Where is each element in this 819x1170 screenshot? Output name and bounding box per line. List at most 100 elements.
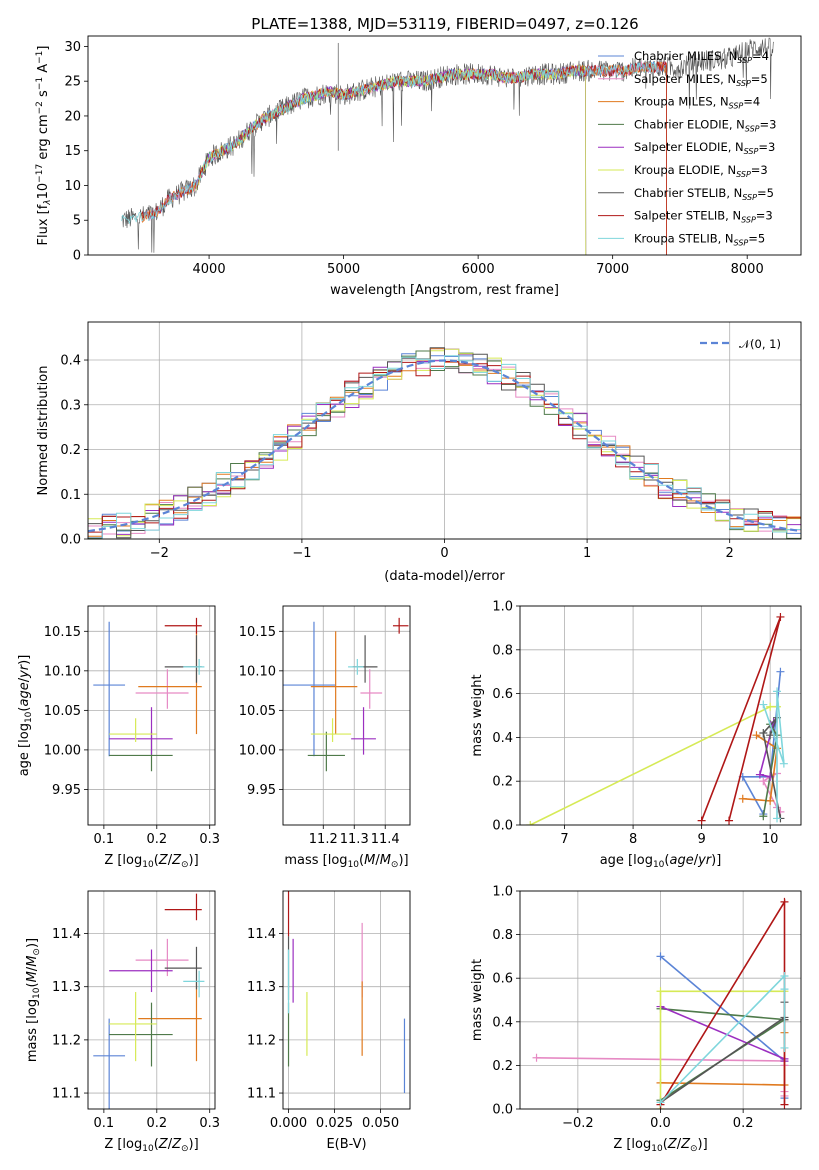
legend-label: Salpeter ELODIE, NSSP=3 (634, 140, 775, 156)
tick-label-y: 30 (64, 40, 81, 55)
axes-frame (519, 605, 802, 826)
tick-label-y: 0.2 (492, 775, 513, 790)
tick-label-y: 10.15 (239, 625, 276, 640)
weight-marker (780, 985, 789, 994)
tick-label-x: 11.2 (309, 832, 338, 847)
tick-label-y: 0.8 (492, 643, 513, 658)
tick-label-x: 6000 (462, 262, 495, 277)
axes-frame (87, 35, 802, 256)
tick-label-y: 0.2 (492, 1059, 513, 1074)
weight-marker (526, 821, 535, 825)
tick-label-y: 10 (64, 179, 81, 194)
weight_vs_age-lines (526, 612, 788, 825)
tick-label-y: 11.1 (247, 1087, 276, 1102)
axis-label-x: mass [log10(M/M⊙)] (284, 853, 408, 870)
tick-label-y: 11.2 (52, 1033, 81, 1048)
spectrum-series-kroupa-miles (141, 61, 667, 255)
weight-marker (766, 702, 775, 711)
tick-label-y: 0.3 (60, 398, 81, 413)
tick-label-y: 0.2 (60, 443, 81, 458)
tick-label-x: 0.2 (146, 1116, 167, 1131)
axis-label-x: Z [log10(Z/Z⊙)] (104, 853, 198, 870)
axis-label-x: E(B-V) (326, 1137, 366, 1152)
tick-label-y: 1.0 (492, 885, 513, 900)
tick-label-y: 0.6 (492, 972, 513, 987)
legend-label: Salpeter MILES, NSSP=5 (634, 72, 768, 88)
tick-label-y: 25 (64, 75, 81, 90)
tick-label-x: 7000 (596, 262, 629, 277)
tick-label-y: 11.1 (52, 1087, 81, 1102)
weight-marker (766, 731, 775, 740)
tick-label-y: 11.3 (52, 980, 81, 995)
mass_vs_Z-errorbars (93, 893, 205, 1109)
tick-label-y: 20 (64, 109, 81, 124)
tick-label-x: 0 (440, 546, 448, 561)
tick-label-x: 11.4 (371, 832, 400, 847)
tick-label-y: 1.0 (492, 600, 513, 615)
tick-label-y: 10.05 (44, 704, 81, 719)
axis-label-x: Z [log10(Z/Z⊙)] (104, 1137, 198, 1154)
tick-label-y: 11.4 (247, 927, 276, 942)
tick-label-x: 0.0 (650, 1116, 671, 1131)
axes-frame (87, 605, 216, 826)
histogram-chabrier-stelib (88, 347, 801, 539)
tick-label-x: 0.000 (270, 1116, 307, 1131)
weight_vs_Z-lines (532, 897, 789, 1109)
tick-label-x: 0.1 (94, 1116, 115, 1131)
weight-line (660, 1007, 787, 1101)
legend-label: Kroupa MILES, NSSP=4 (634, 95, 760, 111)
weight-marker (773, 687, 782, 696)
axis-label-y: Flux [fλ10−17 erg cm−2 s−1 A−1] (35, 46, 53, 246)
age_vs_Z-panel: 0.1 0.2 0.3 9.95 10.00 10.05 10.10 10.15 Z [log1… (17, 605, 220, 870)
tick-label-y: 0.0 (60, 533, 81, 548)
tick-label-y: 10.00 (44, 743, 81, 758)
spectrum-panel: 4000 5000 6000 7000 8000 0 5 10 15 20 25 30 waveleng… (35, 35, 802, 298)
spectrum-series-group (121, 37, 774, 255)
tick-label-y: 10.10 (239, 664, 276, 679)
age_vs_mass-panel: 11.2 11.3 11.4 9.95 10.00 10.05 10.10 10.15 mass… (239, 605, 411, 870)
weight-marker (738, 794, 747, 803)
weight-marker (656, 952, 665, 961)
weight-marker (755, 770, 764, 779)
legend-label: Salpeter STELIB, NSSP=3 (634, 209, 773, 225)
mass_vs_ebv-panel: 0.000 0.025 0.050 11.1 11.2 11.3 11.4 E(B-V) (247, 890, 411, 1152)
tick-label-y: 11.3 (247, 980, 276, 995)
tick-label-y: 0.0 (492, 1103, 513, 1118)
tick-label-y: 0.6 (492, 687, 513, 702)
axis-label-x: age [log10(age/yr)] (600, 853, 722, 870)
weight-marker (766, 796, 775, 805)
axis-label-y: mass weight (470, 959, 485, 1041)
weight-line (762, 691, 785, 819)
axis-label-x: Z [log10(Z/Z⊙)] (613, 1137, 707, 1154)
tick-label-y: 10.10 (44, 664, 81, 679)
tick-label-y: 10.05 (239, 704, 276, 719)
weight-line (659, 899, 786, 1106)
axis-label-x: wavelength [Angstrom, rest frame] (330, 283, 559, 298)
weight-marker (656, 987, 665, 996)
tick-label-x: 0.2 (733, 1116, 754, 1131)
axis-label-y: age [log10(age/yr)] (17, 655, 34, 777)
spectrum-series-kroupa-stelib (121, 61, 660, 224)
tick-label-x: 1 (583, 546, 591, 561)
weight-marker (759, 812, 768, 821)
tick-label-x: −2 (150, 546, 169, 561)
tick-label-y: 0.4 (492, 1015, 513, 1030)
normal-curve (88, 359, 801, 533)
weight-marker (752, 731, 761, 740)
weight-marker (776, 612, 785, 621)
tick-label-x: 0.3 (199, 1116, 220, 1131)
tick-label-x: 0.050 (362, 1116, 399, 1131)
axes-frame (282, 605, 411, 826)
weight-line (659, 974, 786, 1104)
axes-frame (519, 890, 802, 1110)
weight-marker (656, 1098, 665, 1107)
weight_vs_Z-panel: −0.2 0.0 0.2 0.0 0.2 0.4 0.6 0.8 1.0 mass weight Z… (470, 885, 802, 1154)
tick-label-x: 0.1 (94, 832, 115, 847)
tick-label-x: 9 (697, 832, 705, 847)
tick-label-x: 0.2 (146, 832, 167, 847)
legend-label: 𝒩(0, 1) (739, 337, 781, 351)
weight-marker (759, 700, 768, 709)
tick-label-x: −0.2 (562, 1116, 594, 1131)
legend-label: Chabrier STELIB, NSSP=5 (634, 186, 774, 202)
